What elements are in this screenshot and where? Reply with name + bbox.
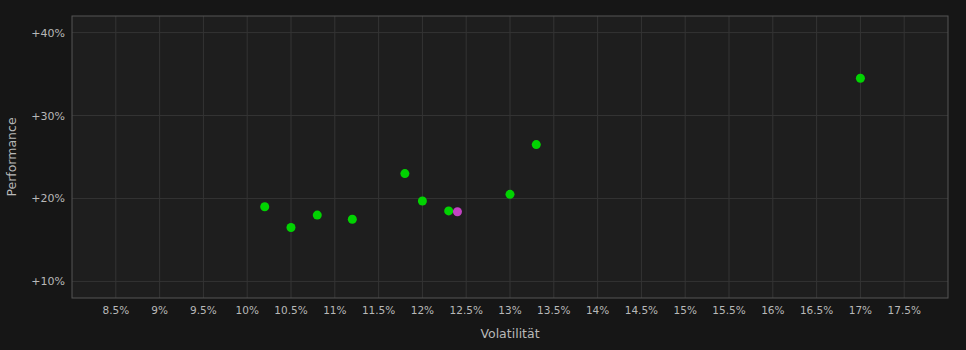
scatter-point (418, 196, 427, 205)
scatter-point (260, 202, 269, 211)
x-grid-line (860, 16, 861, 298)
x-tick-label: 15% (674, 304, 697, 316)
x-grid-line (641, 16, 642, 298)
scatter-point (400, 169, 409, 178)
scatter-point (313, 211, 322, 220)
y-grid-line (72, 32, 948, 33)
x-tick-label: 15.5% (712, 304, 745, 316)
scatter-point (348, 215, 357, 224)
x-tick-label: 10% (236, 304, 259, 316)
x-tick-label: 16.5% (800, 304, 833, 316)
y-tick-label: +40% (31, 27, 65, 40)
x-tick-label: 17% (849, 304, 872, 316)
x-tick-label: 9.5% (190, 304, 217, 316)
x-grid-line (904, 16, 905, 298)
x-grid-line (291, 16, 292, 298)
x-grid-line (510, 16, 511, 298)
x-tick-label: 17.5% (888, 304, 921, 316)
x-grid-line (729, 16, 730, 298)
chart-svg: 8.5% 9% 9.5% 10% 10.5% 11% 11.5% 12% 12.5% 13% 13.… (0, 0, 966, 350)
y-tick-label: +20% (31, 192, 65, 205)
x-tick-label: 11% (323, 304, 346, 316)
plot-frame (72, 16, 948, 298)
x-grid-line (466, 16, 467, 298)
x-tick-label: 16% (761, 304, 784, 316)
y-axis-label: Performance (4, 117, 19, 197)
plot-area (72, 16, 948, 298)
scatter-point (444, 206, 453, 215)
x-grid-line (597, 16, 598, 298)
x-grid-line (115, 16, 116, 298)
x-tick-label: 8.5% (102, 304, 129, 316)
scatter-point (453, 207, 462, 216)
x-tick-label: 13.5% (537, 304, 570, 316)
x-tick-label: 12.5% (450, 304, 483, 316)
x-tick-label: 14.5% (625, 304, 658, 316)
scatter-point (856, 74, 865, 83)
x-grid-line (247, 16, 248, 298)
scatter-point (287, 223, 296, 232)
x-grid-line (334, 16, 335, 298)
x-tick-label: 14% (586, 304, 609, 316)
x-tick-label: 13% (498, 304, 521, 316)
background (0, 0, 966, 350)
series-0 (260, 74, 865, 232)
y-tick-label: +10% (31, 275, 65, 288)
series-1 (453, 207, 462, 216)
x-grid-line (159, 16, 160, 298)
x-grid-line (685, 16, 686, 298)
x-tick-label: 11.5% (362, 304, 395, 316)
x-tick-label: 9% (151, 304, 168, 316)
scatter-point (532, 140, 541, 149)
x-grid-line (553, 16, 554, 298)
x-tick-label: 12% (411, 304, 434, 316)
x-tick-label: 10.5% (274, 304, 307, 316)
chart-container: 8.5% 9% 9.5% 10% 10.5% 11% 11.5% 12% 12.5% 13% 13.… (0, 0, 966, 350)
data-points (260, 74, 865, 232)
scatter-point (506, 190, 515, 199)
y-grid-line (72, 115, 948, 116)
x-axis-label: Volatilität (480, 326, 539, 341)
x-grid-line (378, 16, 379, 298)
x-grid-line (816, 16, 817, 298)
x-grid-line (203, 16, 204, 298)
y-tick-label: +30% (31, 110, 65, 123)
x-grid-line (772, 16, 773, 298)
y-grid-line (72, 281, 948, 282)
axes: 8.5% 9% 9.5% 10% 10.5% 11% 11.5% 12% 12.5% 13% 13.… (4, 16, 948, 341)
grid (72, 16, 948, 298)
x-grid-line (422, 16, 423, 298)
